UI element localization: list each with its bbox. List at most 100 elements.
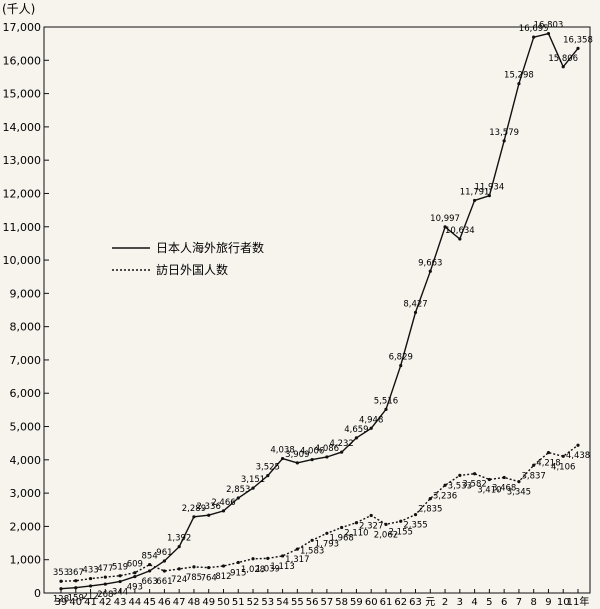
data-point bbox=[192, 565, 196, 569]
data-label: 4,106 bbox=[551, 462, 575, 472]
x-tick-label: 46 bbox=[158, 597, 171, 608]
data-label: 4,006 bbox=[300, 447, 324, 457]
y-tick-label: 5,000 bbox=[10, 421, 42, 434]
x-tick-label: 47 bbox=[173, 597, 186, 608]
data-label: 663 bbox=[142, 577, 158, 587]
data-label: 4,948 bbox=[359, 415, 383, 425]
series-line-japanese-travelers bbox=[60, 32, 579, 590]
data-point bbox=[473, 472, 477, 476]
x-tick-label: 61 bbox=[380, 597, 393, 608]
data-label: 4,438 bbox=[566, 451, 590, 461]
data-label: 1,583 bbox=[300, 546, 324, 556]
data-label: 4,659 bbox=[344, 425, 368, 435]
data-label: 764 bbox=[201, 574, 217, 584]
data-label: 10,634 bbox=[445, 226, 475, 236]
data-label: 3,410 bbox=[477, 485, 501, 495]
data-label: 268 bbox=[97, 590, 113, 600]
data-label: 1,039 bbox=[256, 564, 280, 574]
y-tick-label: 0 bbox=[34, 587, 41, 600]
x-tick-label: 7 bbox=[516, 597, 522, 608]
series-layer: 1283531593672124332684773445194936096638… bbox=[53, 21, 593, 605]
data-point bbox=[517, 480, 521, 484]
x-tick-label: 45 bbox=[143, 597, 156, 608]
x-tick-label: 55 bbox=[291, 597, 304, 608]
y-tick-label: 11,000 bbox=[3, 221, 42, 234]
data-label: 10,997 bbox=[430, 214, 460, 224]
x-tick-label: 10 bbox=[557, 597, 570, 608]
data-label: 812 bbox=[215, 572, 231, 582]
data-point bbox=[546, 450, 551, 455]
x-tick-label: 44 bbox=[128, 597, 141, 608]
y-tick-label: 9,000 bbox=[10, 287, 42, 300]
y-tick-label: 17,000 bbox=[3, 21, 42, 34]
data-point bbox=[502, 139, 506, 143]
data-label: 2,336 bbox=[197, 502, 221, 512]
data-point bbox=[207, 565, 211, 570]
data-label: 4,232 bbox=[329, 439, 353, 449]
y-tick-label: 13,000 bbox=[3, 154, 42, 167]
data-label: 15,806 bbox=[548, 54, 578, 64]
data-point bbox=[428, 497, 432, 501]
legend-label-foreign-visitors: 訪日外国人数 bbox=[156, 262, 228, 277]
data-label: 2,327 bbox=[359, 522, 383, 532]
data-point bbox=[340, 450, 344, 454]
data-point bbox=[517, 82, 521, 86]
data-point bbox=[325, 531, 329, 535]
data-label: 9,663 bbox=[418, 258, 442, 268]
data-label: 4,086 bbox=[315, 444, 339, 454]
data-point bbox=[473, 198, 477, 203]
data-point bbox=[148, 569, 152, 573]
data-point bbox=[266, 556, 270, 561]
data-point bbox=[207, 513, 211, 517]
x-tick-label: 43 bbox=[114, 597, 127, 608]
data-point bbox=[221, 564, 226, 568]
x-tick-label: 54 bbox=[276, 597, 289, 608]
data-label: 15,298 bbox=[504, 71, 534, 81]
data-point bbox=[310, 538, 314, 542]
data-point bbox=[546, 31, 551, 36]
y-tick-label: 3,000 bbox=[10, 487, 42, 500]
data-point bbox=[325, 455, 329, 459]
data-label: 915 bbox=[230, 569, 246, 579]
data-label: 3,582 bbox=[462, 480, 486, 490]
data-label: 724 bbox=[171, 575, 187, 585]
y-tick-label: 4,000 bbox=[10, 454, 42, 467]
data-point bbox=[266, 474, 270, 478]
data-point bbox=[162, 569, 166, 573]
data-point bbox=[576, 443, 580, 447]
data-label: 8,427 bbox=[403, 299, 427, 309]
data-point bbox=[487, 477, 491, 482]
data-label: 11,791 bbox=[460, 187, 490, 197]
data-point bbox=[443, 483, 447, 487]
data-label: 2,155 bbox=[389, 527, 413, 537]
x-tick-label: 41 bbox=[84, 597, 97, 608]
data-point bbox=[561, 65, 565, 69]
data-point bbox=[148, 562, 152, 567]
data-point bbox=[458, 473, 462, 477]
y-tick-label: 2,000 bbox=[10, 520, 42, 533]
data-point bbox=[236, 496, 240, 500]
data-point bbox=[576, 46, 580, 50]
x-tick-label: 8 bbox=[530, 597, 536, 608]
data-point bbox=[103, 575, 107, 579]
y-tick-label: 10,000 bbox=[3, 254, 42, 267]
y-tick-label: 12,000 bbox=[3, 187, 42, 200]
data-point bbox=[428, 269, 432, 273]
data-label: 11,934 bbox=[474, 183, 504, 193]
data-point bbox=[532, 35, 536, 39]
data-point bbox=[177, 545, 181, 549]
data-label: 13,579 bbox=[489, 128, 519, 138]
x-tick-label: 42 bbox=[99, 597, 112, 608]
data-label: 16,803 bbox=[534, 21, 564, 31]
x-tick-label: 5 bbox=[486, 597, 492, 608]
data-label: 3,345 bbox=[507, 488, 531, 498]
x-tick-label: 56 bbox=[306, 597, 319, 608]
x-tick-label: 52 bbox=[247, 597, 260, 608]
data-label: 6,829 bbox=[389, 353, 413, 363]
data-point bbox=[413, 512, 418, 517]
data-point bbox=[280, 554, 285, 558]
data-label: 433 bbox=[82, 566, 98, 576]
data-label: 16,358 bbox=[563, 35, 593, 45]
x-tick-label: 50 bbox=[217, 597, 230, 608]
